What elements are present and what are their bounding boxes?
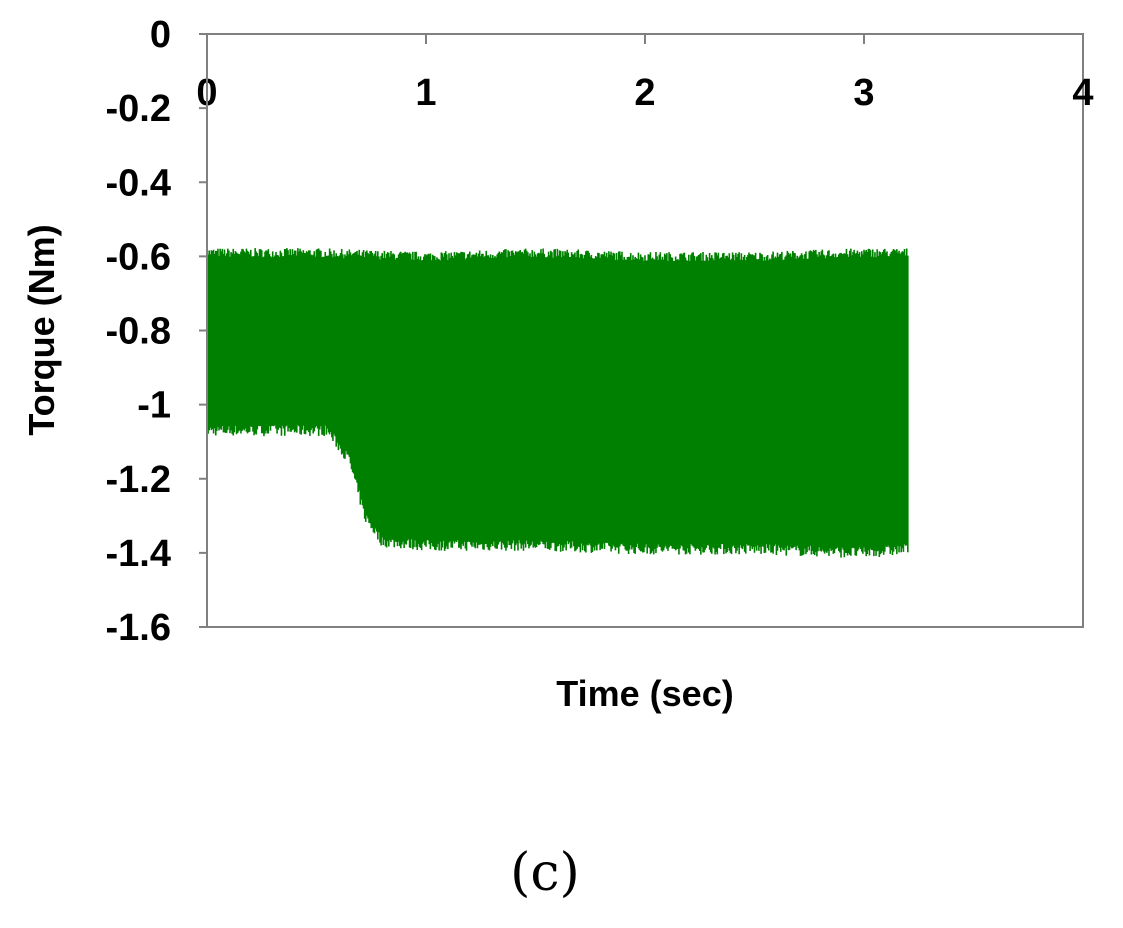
y-axis-title: Torque (Nm)	[21, 224, 62, 435]
y-tick-label: 0	[150, 14, 171, 56]
torque-series	[206, 248, 909, 558]
panel-label: (c)	[510, 843, 580, 903]
y-tick-label: -1.6	[106, 607, 171, 649]
y-axis-ticks: 0 -0.2 -0.4 -0.6 -0.8 -1 -1.2 -1.4 -1.6	[106, 14, 207, 649]
y-tick-label: -1.4	[106, 533, 171, 575]
x-axis-title: Time (sec)	[556, 673, 733, 714]
y-tick-label: -1	[137, 385, 171, 427]
y-tick-label: -0.6	[106, 236, 171, 278]
y-tick-label: -0.2	[106, 88, 171, 130]
x-tick-label: 4	[1072, 72, 1093, 114]
torque-signal-line	[206, 248, 909, 558]
x-tick-label: 2	[634, 72, 655, 114]
y-tick-label: -0.4	[106, 162, 171, 204]
y-tick-label: -0.8	[106, 311, 171, 353]
y-tick-label: -1.2	[106, 459, 171, 501]
x-tick-label: 3	[853, 72, 874, 114]
x-tick-label: 1	[415, 72, 436, 114]
